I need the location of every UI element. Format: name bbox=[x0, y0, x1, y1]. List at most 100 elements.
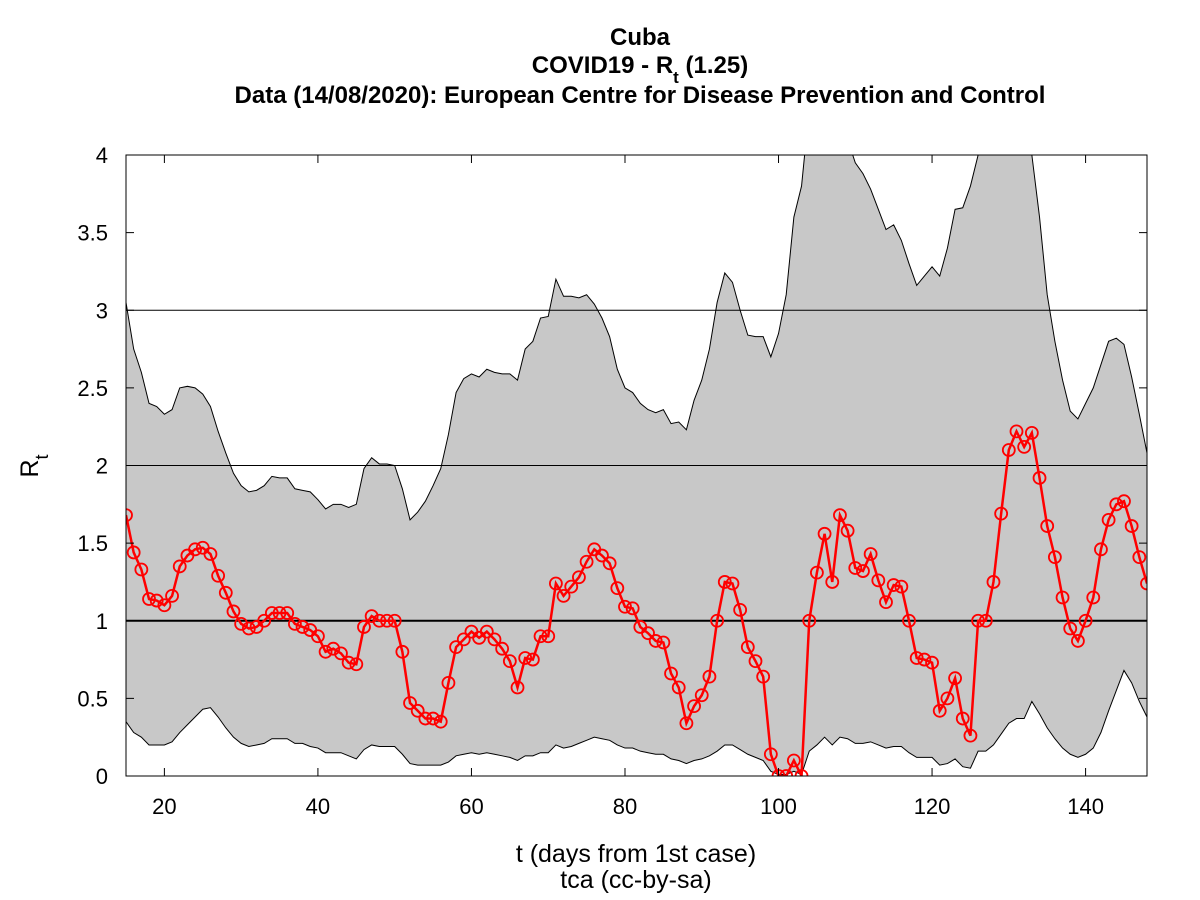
chart-title: COVID19 - Rt (1.25) bbox=[532, 52, 748, 87]
rt-point bbox=[556, 589, 571, 603]
rt-point bbox=[287, 616, 302, 631]
rt-point bbox=[357, 620, 371, 634]
rt-point bbox=[380, 613, 394, 628]
rt-point bbox=[833, 508, 847, 523]
title-part: (1.25) bbox=[679, 52, 748, 79]
rt-point bbox=[456, 632, 471, 647]
rt-point bbox=[1078, 613, 1093, 628]
rt-point bbox=[372, 613, 387, 628]
rt-point bbox=[1109, 497, 1124, 512]
rt-line bbox=[126, 428, 1147, 776]
rt-point bbox=[280, 606, 295, 620]
rt-point bbox=[426, 711, 440, 726]
rt-point bbox=[925, 655, 939, 670]
rt-point bbox=[917, 652, 932, 667]
y-axis-label: Rt bbox=[16, 454, 52, 477]
rt-point bbox=[595, 548, 609, 563]
rt-point bbox=[656, 635, 671, 650]
rt-point bbox=[211, 568, 226, 583]
rt-point bbox=[733, 602, 748, 617]
rt-point bbox=[257, 613, 272, 628]
rt-point bbox=[479, 624, 494, 639]
rt-point bbox=[1040, 519, 1055, 533]
rt-point bbox=[311, 629, 325, 644]
rt-point bbox=[648, 634, 663, 648]
band-edge-upper bbox=[126, 155, 1147, 521]
rt-point bbox=[149, 593, 164, 608]
y-label-part: R bbox=[16, 459, 44, 477]
rt-point bbox=[963, 728, 978, 743]
rt-point bbox=[1071, 634, 1085, 648]
rt-point bbox=[157, 598, 172, 613]
rt-point bbox=[725, 576, 740, 591]
x-tick-label: 60 bbox=[459, 794, 483, 819]
chart-title: Data (14/08/2020): European Centre for D… bbox=[235, 82, 1046, 109]
rt-point bbox=[679, 716, 694, 731]
rt-point bbox=[387, 613, 402, 628]
rt-point bbox=[664, 666, 678, 681]
rt-point bbox=[948, 671, 962, 686]
rt-point bbox=[188, 542, 202, 557]
rt-point bbox=[1132, 550, 1147, 564]
rt-point bbox=[932, 703, 947, 718]
rt-point bbox=[318, 644, 333, 659]
y-tick-label: 2.5 bbox=[77, 376, 108, 401]
x-tick-label: 80 bbox=[613, 794, 637, 819]
rt-point bbox=[618, 599, 632, 614]
rt-point bbox=[533, 629, 548, 644]
band-edge-lower bbox=[126, 669, 1147, 776]
rt-point bbox=[502, 654, 517, 669]
rt-point bbox=[349, 657, 364, 672]
y-tick-label: 1 bbox=[96, 609, 108, 634]
rt-point bbox=[1024, 425, 1039, 440]
rt-point bbox=[1047, 550, 1062, 564]
rt-point bbox=[341, 655, 356, 670]
rt-point bbox=[810, 565, 824, 580]
rt-point bbox=[433, 714, 448, 729]
rt-point bbox=[1001, 443, 1016, 457]
x-tick-label: 40 bbox=[306, 794, 330, 819]
rt-point bbox=[418, 711, 433, 726]
rt-point bbox=[671, 680, 686, 695]
rt-point bbox=[863, 547, 878, 561]
rt-point bbox=[994, 506, 1009, 521]
rt-point bbox=[495, 641, 510, 656]
rt-point bbox=[702, 669, 717, 684]
rt-point bbox=[241, 621, 256, 636]
rt-point bbox=[856, 564, 870, 578]
rt-point bbox=[802, 613, 817, 628]
rt-point bbox=[641, 626, 655, 641]
rt-point bbox=[971, 613, 986, 628]
rt-point bbox=[909, 651, 924, 665]
title-part: COVID19 - R bbox=[532, 52, 673, 79]
rt-point bbox=[894, 579, 909, 594]
rt-point bbox=[848, 561, 863, 575]
rt-point bbox=[403, 696, 417, 710]
rt-point bbox=[1094, 542, 1108, 557]
plot-area bbox=[126, 155, 1147, 776]
rt-point bbox=[694, 688, 709, 703]
rt-point bbox=[364, 609, 379, 623]
rt-point bbox=[748, 654, 763, 669]
rt-point bbox=[334, 646, 348, 661]
rt-point bbox=[541, 629, 556, 644]
rt-point bbox=[886, 578, 901, 592]
x-tick-label: 20 bbox=[152, 794, 176, 819]
rt-point bbox=[625, 601, 640, 616]
rt-point bbox=[548, 576, 563, 591]
rt-point bbox=[172, 559, 187, 574]
y-tick-label: 3 bbox=[96, 298, 108, 323]
rt-point bbox=[295, 620, 310, 634]
rt-point bbox=[879, 595, 893, 610]
rt-point bbox=[840, 523, 855, 538]
rt-point bbox=[126, 508, 133, 523]
y-tick-label: 0 bbox=[96, 764, 108, 789]
rt-point bbox=[1032, 471, 1047, 485]
rt-point bbox=[1117, 494, 1131, 509]
rt-point bbox=[487, 632, 502, 647]
rt-point bbox=[1055, 590, 1070, 605]
rt-point bbox=[717, 575, 732, 589]
rt-point bbox=[871, 573, 886, 588]
rt-point bbox=[1063, 621, 1078, 636]
